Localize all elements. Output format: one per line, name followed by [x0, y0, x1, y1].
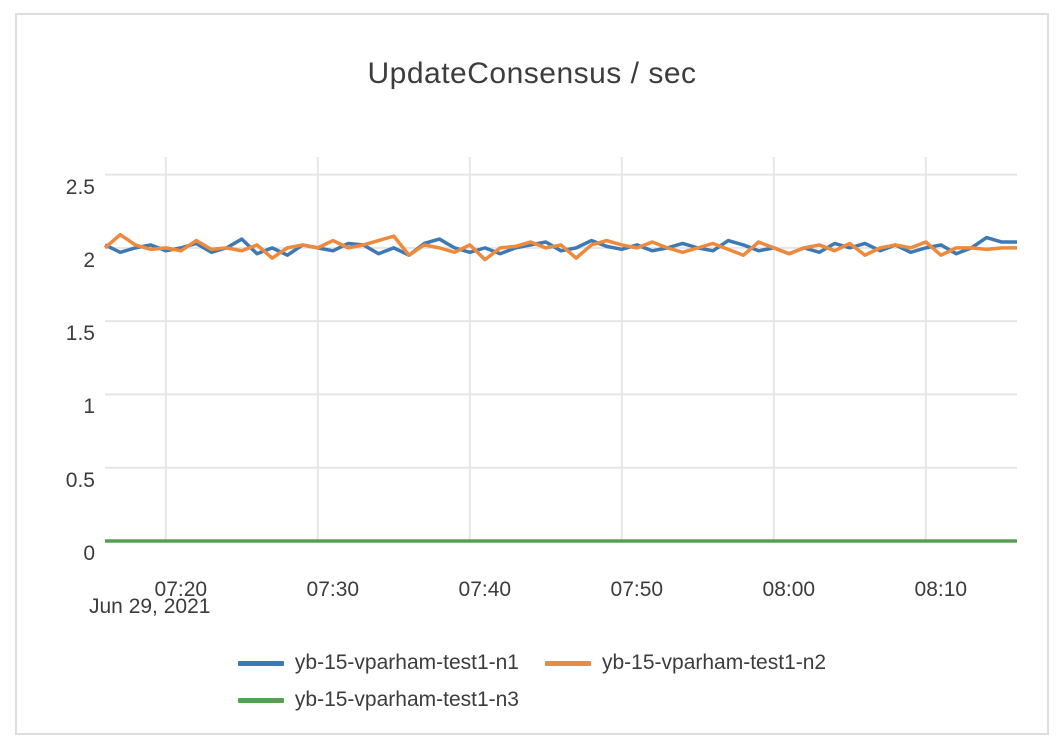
- x-axis-date-label: Jun 29, 2021: [89, 595, 211, 618]
- legend-label: yb-15-vparham-test1-n3: [294, 688, 519, 711]
- x-tick-label: 07:40: [458, 578, 512, 601]
- legend-swatch-blue-icon: [237, 660, 284, 666]
- y-tick-label: 2.5: [65, 175, 95, 199]
- chart-title: UpdateConsensus / sec: [367, 57, 697, 90]
- x-tick-label: 08:10: [914, 578, 968, 601]
- y-tick-label: 0: [83, 542, 95, 565]
- x-tick-label: 08:00: [762, 578, 816, 601]
- chart-legend: yb-15-vparham-test1-n1 yb-15-vparham-tes…: [17, 651, 1047, 712]
- y-tick-label: 0.5: [65, 468, 95, 492]
- legend-item-n2[interactable]: yb-15-vparham-test1-n2: [545, 651, 826, 675]
- y-tick-label: 1: [83, 395, 95, 419]
- legend-item-n3[interactable]: yb-15-vparham-test1-n3: [237, 688, 519, 712]
- legend-swatch-green-icon: [237, 697, 284, 703]
- chart-card: UpdateConsensus / sec 0 0.5 1 1.5 2 2.5 07:20…: [15, 13, 1049, 735]
- series-line-1[interactable]: [104, 235, 1017, 257]
- legend-swatch-orange-icon: [545, 660, 591, 666]
- series-line-2[interactable]: [103, 232, 1017, 262]
- line-chart-plot[interactable]: [17, 15, 1047, 733]
- legend-item-n1[interactable]: yb-15-vparham-test1-n1: [237, 651, 519, 675]
- x-tick-label: 07:30: [306, 578, 360, 601]
- legend-label: yb-15-vparham-test1-n1: [294, 651, 519, 674]
- x-tick-label: 07:20: [154, 578, 208, 601]
- y-tick-label: 1.5: [65, 322, 95, 346]
- y-tick-label: 2: [83, 248, 95, 272]
- x-tick-label: 07:50: [610, 578, 664, 601]
- legend-label: yb-15-vparham-test1-n2: [602, 651, 827, 674]
